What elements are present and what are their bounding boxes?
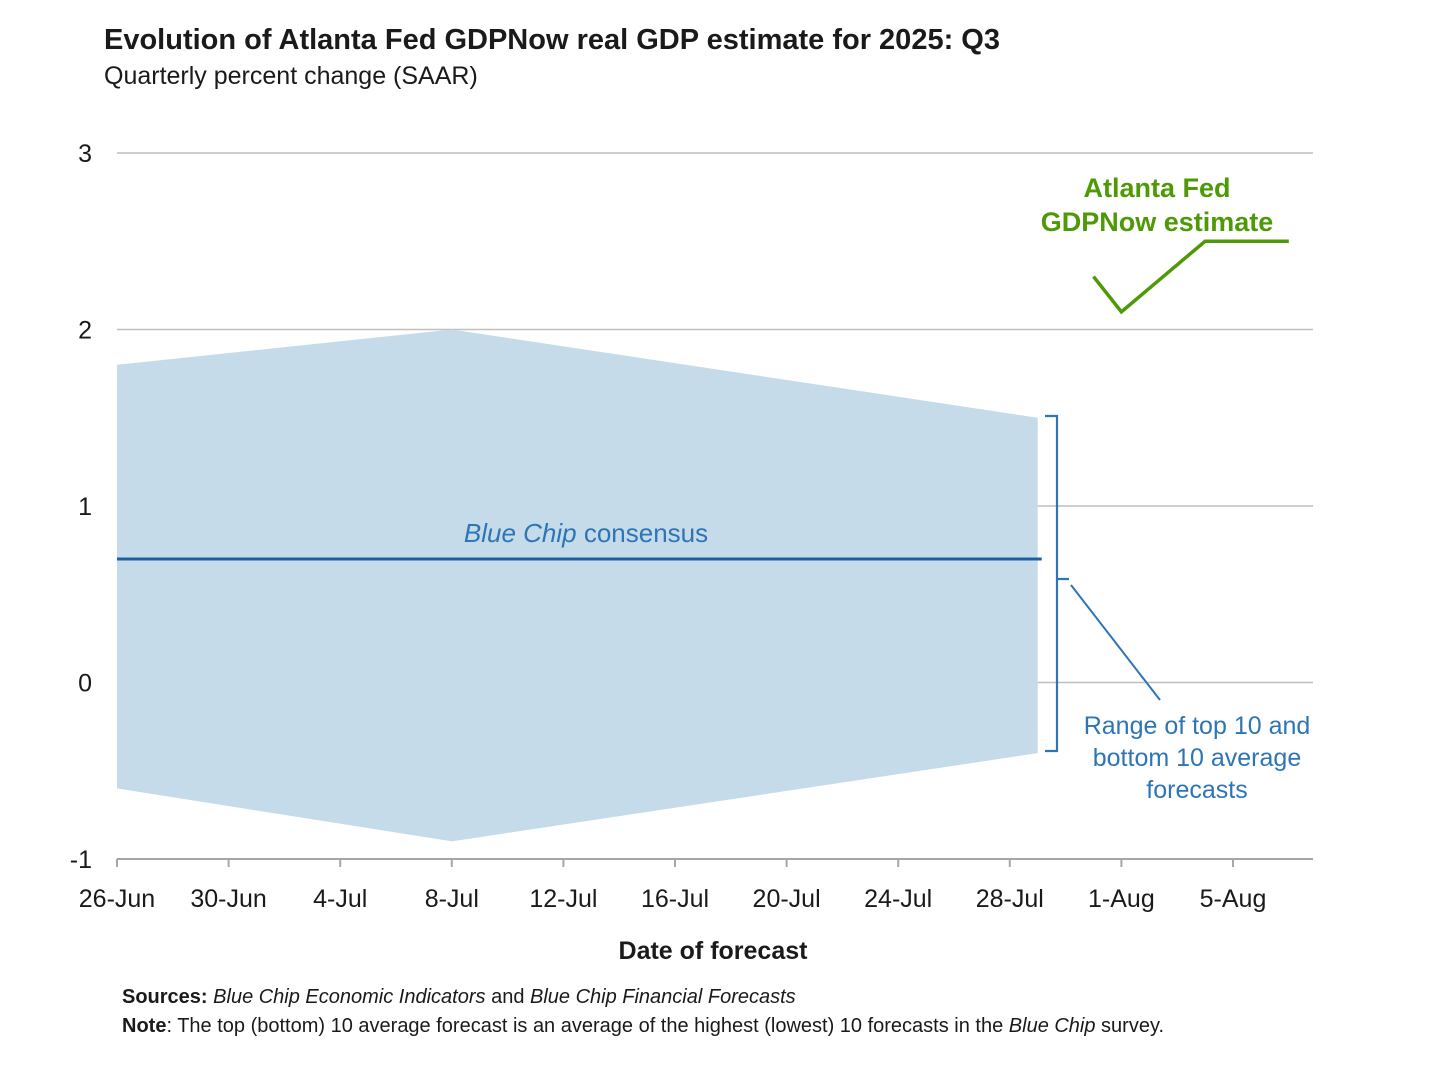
note-text-end: survey.	[1095, 1015, 1165, 1037]
x-tick-label-1-Aug: 1-Aug	[1088, 885, 1155, 913]
sources-publication-1: Blue Chip Economic Indicators	[213, 986, 486, 1008]
y-tick-label-0: 0	[78, 670, 92, 698]
note-label: Note	[122, 1015, 167, 1037]
chart-title: Evolution of Atlanta Fed GDPNow real GDP…	[104, 24, 1000, 56]
x-tick-label-24-Jul: 24-Jul	[864, 885, 932, 913]
x-tick-label-5-Aug: 5-Aug	[1200, 885, 1267, 913]
range-label-line-1: Range of top 10 and	[1084, 712, 1311, 740]
range-label-line-2: bottom 10 average	[1093, 744, 1301, 772]
note-survey-name: Blue Chip	[1008, 1015, 1096, 1037]
sources-publication-2: Blue Chip Financial Forecasts	[530, 986, 796, 1008]
x-tick-label-26-Jun: 26-Jun	[79, 885, 155, 913]
y-tick-label-2: 2	[78, 317, 92, 345]
sources-label: Sources:	[122, 986, 208, 1008]
y-tick-label-3: 3	[78, 140, 92, 168]
sources-connector: and	[485, 986, 530, 1008]
y-tick-label-1: 1	[78, 493, 92, 521]
x-tick-label-12-Jul: 12-Jul	[529, 885, 597, 913]
x-tick-label-30-Jun: 30-Jun	[190, 885, 266, 913]
consensus-label-rest: consensus	[577, 518, 709, 548]
chart-subtitle: Quarterly percent change (SAAR)	[104, 62, 478, 90]
consensus-label-italic: Blue Chip	[464, 518, 577, 548]
gdpnow-label-line-2: GDPNow estimate	[1041, 207, 1274, 237]
x-tick-label-20-Jul: 20-Jul	[753, 885, 821, 913]
note-text: : The top (bottom) 10 average forecast i…	[166, 1015, 1009, 1037]
range-band-area	[117, 329, 1038, 842]
x-tick-label-16-Jul: 16-Jul	[641, 885, 709, 913]
note-footnote: Note: The top (bottom) 10 average foreca…	[122, 1015, 1164, 1038]
x-tick-label-8-Jul: 8-Jul	[425, 885, 479, 913]
x-axis-title: Date of forecast	[619, 937, 809, 965]
x-tick-label-28-Jul: 28-Jul	[976, 885, 1044, 913]
range-leader-line	[1070, 584, 1161, 701]
range-bracket	[1045, 414, 1069, 753]
y-tick-label-neg1: -1	[70, 846, 92, 874]
x-tick-label-4-Jul: 4-Jul	[313, 885, 367, 913]
range-label-line-3: forecasts	[1146, 776, 1247, 804]
consensus-label: Blue Chip consensus	[464, 518, 708, 548]
gdpnow-label-line-1: Atlanta Fed	[1083, 173, 1230, 203]
gdpnow-line	[1092, 239, 1289, 315]
sources-footnote: Sources: Blue Chip Economic Indicators a…	[122, 986, 796, 1009]
